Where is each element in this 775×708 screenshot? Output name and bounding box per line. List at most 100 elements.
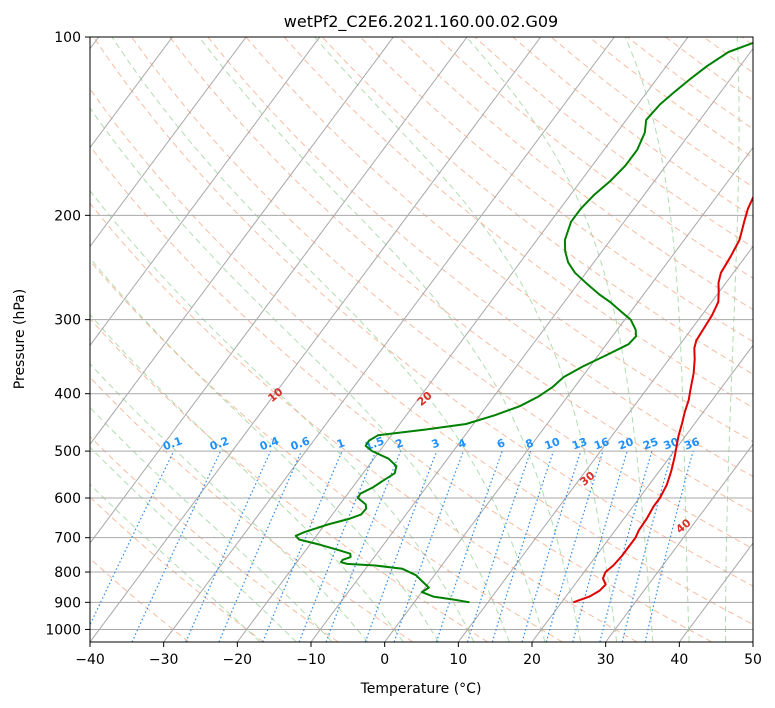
moist-adiabats bbox=[90, 37, 740, 642]
isotherm-line bbox=[90, 37, 468, 544]
isotherm-line bbox=[90, 37, 542, 642]
x-tick-label: −10 bbox=[296, 652, 326, 668]
isotherm-line bbox=[90, 37, 173, 149]
mixing-ratio-label: 10 bbox=[543, 435, 562, 453]
mixing-ratio-line bbox=[185, 450, 272, 642]
mixing-ratio-label: 20 bbox=[617, 435, 636, 453]
sounding-series bbox=[294, 41, 753, 604]
mixing-ratio-line bbox=[621, 450, 673, 642]
x-axis: −40 −30 −20 −10 0 10 20 30 40 50 bbox=[75, 642, 762, 668]
isotherm-line bbox=[90, 37, 321, 347]
isotherm-line bbox=[605, 443, 753, 642]
moist-adiabat-line bbox=[90, 446, 297, 642]
mixing-ratio-line bbox=[262, 450, 343, 642]
moist-adiabat-line bbox=[90, 313, 404, 642]
dry-adiabat-line bbox=[207, 37, 753, 478]
moist-adiabat-line bbox=[90, 483, 261, 642]
dry-adiabat-line bbox=[90, 145, 712, 642]
isotherm-line bbox=[310, 47, 753, 642]
isotherm-line bbox=[457, 245, 753, 642]
x-tick-label: 30 bbox=[597, 652, 615, 668]
isotherm-line bbox=[163, 37, 615, 642]
y-tick-label: 200 bbox=[54, 208, 81, 224]
mixing-ratio-line bbox=[393, 450, 464, 642]
moist-adiabat-line bbox=[725, 37, 740, 642]
mixing-ratio-line bbox=[435, 450, 503, 642]
isotherm-line bbox=[384, 146, 753, 642]
mixing-ratio-label: 3 bbox=[430, 436, 442, 451]
x-tick-label: 20 bbox=[523, 652, 541, 668]
y-tick-label: 600 bbox=[54, 491, 81, 507]
y-tick-label: 700 bbox=[54, 531, 81, 547]
mixing-ratio-line bbox=[466, 450, 532, 642]
x-tick-label: 40 bbox=[670, 652, 688, 668]
y-axis: 100 200 300 400 500 600 700 800 900 1000 bbox=[45, 30, 90, 638]
isotherm-line bbox=[90, 37, 394, 446]
y-tick-label: 1000 bbox=[45, 622, 81, 638]
moist-adiabat-line bbox=[90, 107, 510, 642]
plot-frame bbox=[89, 36, 754, 643]
mixing-ratio-label: 16 bbox=[592, 435, 611, 453]
dry-adiabat-line bbox=[90, 260, 563, 642]
y-tick-label: 100 bbox=[54, 30, 81, 46]
mixing-ratio-label: 0.4 bbox=[258, 434, 281, 453]
isotherm-line bbox=[531, 344, 753, 642]
dry-adiabat-line bbox=[131, 37, 753, 550]
moist-adiabat-line bbox=[314, 37, 618, 642]
y-axis-label: Pressure (hPa) bbox=[12, 289, 28, 389]
mixing-ratio-label: 4 bbox=[456, 436, 468, 451]
dry-adiabats bbox=[90, 37, 753, 642]
mixing-ratio-line bbox=[218, 450, 302, 642]
mixing-ratio-line bbox=[364, 450, 438, 642]
mixing-ratio-label: 8 bbox=[524, 436, 536, 451]
mixing-ratio-line bbox=[521, 450, 582, 642]
mixing-ratio-label: 0.1 bbox=[161, 434, 184, 453]
moist-adiabat-line bbox=[198, 37, 582, 642]
dry-adiabat-line bbox=[93, 37, 753, 587]
mixing-ratio-line bbox=[545, 450, 604, 642]
y-tick-label: 900 bbox=[54, 595, 81, 611]
dry-adiabat-line bbox=[169, 37, 753, 513]
y-tick-label: 800 bbox=[54, 565, 81, 581]
isobars bbox=[90, 37, 753, 630]
x-tick-label: 50 bbox=[744, 652, 762, 668]
dewpoint-line bbox=[294, 41, 753, 604]
mixing-ratio-label: 2 bbox=[394, 436, 406, 451]
x-tick-label: −40 bbox=[75, 652, 105, 668]
dry-adiabat-line bbox=[90, 88, 753, 626]
temperature-line bbox=[572, 195, 753, 604]
moist-adiabat-line bbox=[90, 363, 369, 642]
mixing-ratio-line bbox=[644, 450, 694, 642]
dry-adiabat-line bbox=[360, 37, 753, 343]
dry-adiabat-line bbox=[90, 376, 414, 642]
chart-title: wetPf2_C2E6.2021.160.00.02.G09 bbox=[284, 12, 558, 32]
mixing-ratio-label: 6 bbox=[495, 436, 507, 451]
y-tick-label: 500 bbox=[54, 444, 81, 460]
mixing-ratio-line bbox=[325, 450, 402, 642]
y-tick-label: 300 bbox=[54, 313, 81, 329]
mixing-ratio-lines bbox=[90, 450, 694, 642]
x-axis-label: Temperature (°C) bbox=[360, 681, 482, 697]
isotherm-line bbox=[236, 37, 689, 642]
mixing-ratio-line bbox=[572, 450, 628, 642]
y-tick-label: 400 bbox=[54, 387, 81, 403]
mixing-ratio-label: 0.6 bbox=[289, 434, 312, 453]
isotherm-line bbox=[90, 37, 247, 248]
mixing-ratio-label: 13 bbox=[570, 435, 589, 452]
dry-adiabat-line bbox=[90, 202, 638, 642]
moist-adiabat-line bbox=[624, 37, 690, 642]
mixing-ratio-label: 36 bbox=[683, 435, 702, 453]
moist-adiabat-line bbox=[111, 37, 546, 642]
x-tick-label: 10 bbox=[449, 652, 467, 668]
moist-adiabat-line bbox=[465, 37, 654, 642]
mixing-ratio-label: 0.2 bbox=[208, 434, 231, 453]
isotherms bbox=[90, 37, 753, 642]
mixing-ratio-line bbox=[298, 450, 377, 642]
mixing-ratio-line bbox=[599, 450, 653, 642]
mixing-ratio-label: 1 bbox=[335, 436, 347, 451]
dry-adiabat-line bbox=[321, 37, 753, 375]
dry-adiabat-line bbox=[398, 37, 753, 311]
x-tick-label: −20 bbox=[223, 652, 253, 668]
